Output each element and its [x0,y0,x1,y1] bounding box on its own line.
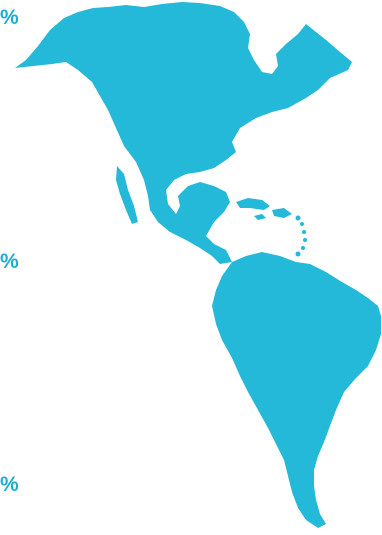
jamaica-shape [254,214,266,220]
hispaniola-shape [272,208,292,218]
south-america-shape [212,252,381,528]
island-dot [300,222,304,226]
middle-percent-label: % [0,250,19,273]
island-dot [302,230,306,234]
bottom-percent-label: % [0,473,19,496]
cuba-shape [236,198,270,210]
baja-california-shape [116,166,138,224]
island-dot [301,246,305,250]
island-dot [295,215,301,221]
island-dot [295,251,301,257]
north-america-shape [15,2,352,264]
top-percent-label: % [0,6,19,29]
island-dot [303,238,307,242]
